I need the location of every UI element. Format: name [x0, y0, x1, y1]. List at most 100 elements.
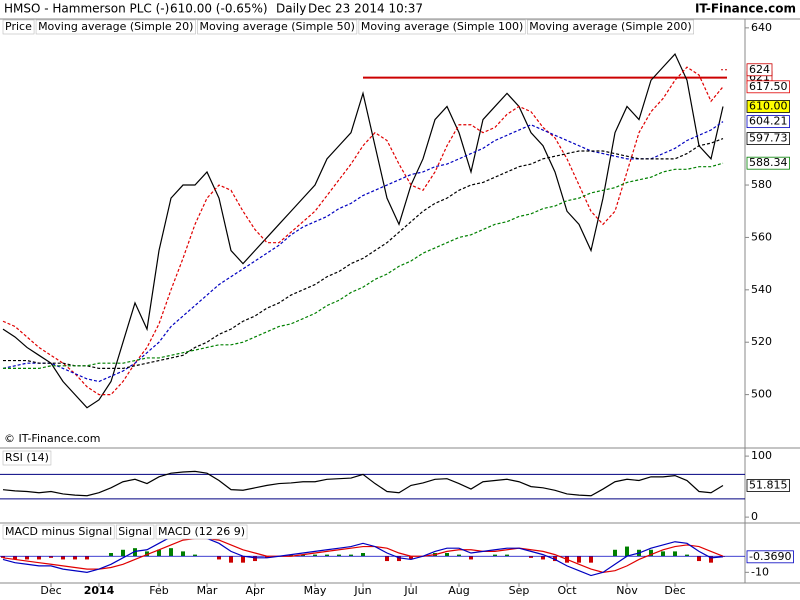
histogram-bar: [193, 554, 197, 557]
badge-box: [746, 63, 773, 77]
legend-box: [526, 19, 694, 35]
histogram-bar: [109, 553, 113, 557]
histogram-bar: [157, 549, 161, 557]
y-tick-label: 640: [751, 21, 772, 34]
y-tick-label: 580: [751, 178, 772, 191]
value-badge: 610.00: [749, 99, 788, 112]
timestamp: Dec 23 2014 10:37: [308, 2, 423, 16]
legend-box: [155, 524, 248, 540]
interval: Daily: [276, 2, 306, 16]
y-tick-label: 560: [751, 230, 772, 243]
value-badge: 624: [749, 63, 770, 76]
series-line: [3, 138, 724, 370]
legend-box: [358, 19, 526, 35]
legend-entry: MACD (12 26 9): [158, 525, 245, 538]
x-tick-label: Dec: [40, 584, 61, 597]
legend-entry: Moving average (Simple 20): [38, 20, 193, 33]
y-tick-label: 540: [751, 283, 772, 296]
x-tick-label: May: [304, 584, 327, 597]
badge-box: [746, 479, 790, 492]
histogram-bar: [217, 556, 221, 560]
histogram-bar: [625, 546, 629, 557]
y-tick-label: -10: [751, 565, 769, 578]
series-line: [3, 162, 724, 370]
histogram-bar: [493, 554, 497, 557]
histogram-bar: [169, 548, 173, 557]
x-tick-label: Sep: [509, 584, 530, 597]
watermark: © IT-Finance.com: [4, 432, 101, 445]
histogram-bar: [313, 554, 317, 557]
brand: IT-Finance.com: [695, 2, 796, 16]
histogram-bar: [181, 551, 185, 557]
legend-box: [115, 524, 155, 540]
histogram-bar: [121, 549, 125, 557]
histogram-bar: [337, 554, 341, 557]
value-badge: 604.21: [749, 115, 788, 128]
x-tick-label: Dec: [664, 584, 685, 597]
histogram-bar: [577, 556, 581, 563]
y-tick-label: 0: [751, 510, 758, 523]
histogram-bar: [505, 554, 509, 557]
y-tick-label: 520: [751, 335, 772, 348]
legend-entry: Moving average (Simple 50): [199, 20, 354, 33]
badge-box: [746, 80, 790, 94]
histogram-bar: [709, 556, 713, 563]
value-badge: 597.73: [749, 132, 788, 145]
histogram-bar: [649, 549, 653, 557]
legend-entry: MACD minus Signal: [5, 525, 112, 538]
legend-entry: RSI (14): [5, 451, 49, 464]
badge-box: [746, 132, 790, 145]
x-tick-label: Feb: [149, 584, 168, 597]
legend-box: [2, 524, 115, 540]
last-price: 610.00 (-0.65%): [170, 2, 268, 16]
histogram-bar: [13, 556, 17, 560]
histogram-bar: [529, 556, 533, 558]
x-tick-label: Aug: [448, 584, 469, 597]
histogram-bar: [37, 556, 41, 560]
x-tick-label: Oct: [557, 584, 577, 597]
histogram-bar: [589, 556, 593, 563]
series-line: [2, 470, 724, 497]
legend-box: [35, 19, 196, 35]
histogram-bar: [241, 556, 245, 563]
x-tick-label: Nov: [616, 584, 638, 597]
histogram-bar: [553, 556, 557, 562]
histogram-bar: [229, 556, 233, 563]
badge-box: [746, 156, 790, 170]
histogram-bar: [385, 556, 389, 562]
histogram-bar: [673, 551, 677, 557]
histogram-bar: [325, 554, 329, 557]
value-badge: 617.50: [749, 80, 788, 93]
badge-box: [746, 115, 790, 129]
histogram-bar: [457, 554, 461, 557]
histogram-bar: [49, 556, 53, 558]
legend-box: [2, 450, 52, 466]
histogram-bar: [469, 556, 473, 560]
histogram-bar: [613, 549, 617, 557]
histogram-bar: [661, 551, 665, 557]
histogram-bar: [445, 553, 449, 557]
series-line: [2, 121, 724, 383]
series-line: [2, 534, 724, 577]
value-badge: -0.3690: [749, 550, 791, 563]
legend-entry: Moving average (Simple 100): [361, 20, 523, 33]
series-line: [2, 52, 724, 409]
legend-entry: Price: [5, 20, 32, 33]
y-tick-label: 100: [751, 449, 772, 462]
histogram-bar: [85, 556, 89, 560]
histogram-bar: [61, 556, 65, 560]
legend-box: [2, 19, 35, 35]
histogram-bar: [133, 548, 137, 557]
y-tick-label: 500: [751, 388, 772, 401]
histogram-bar: [685, 554, 689, 557]
histogram-bar: [145, 551, 149, 557]
histogram-bar: [73, 556, 77, 560]
histogram-bar: [25, 556, 29, 560]
legend-entry: Moving average (Simple 200): [529, 20, 691, 33]
chart-title: HMSO - Hammerson PLC (-): [4, 2, 169, 16]
x-tick-label: Jul: [403, 584, 417, 597]
histogram-bar: [1, 556, 5, 558]
histogram-bar: [361, 553, 365, 557]
